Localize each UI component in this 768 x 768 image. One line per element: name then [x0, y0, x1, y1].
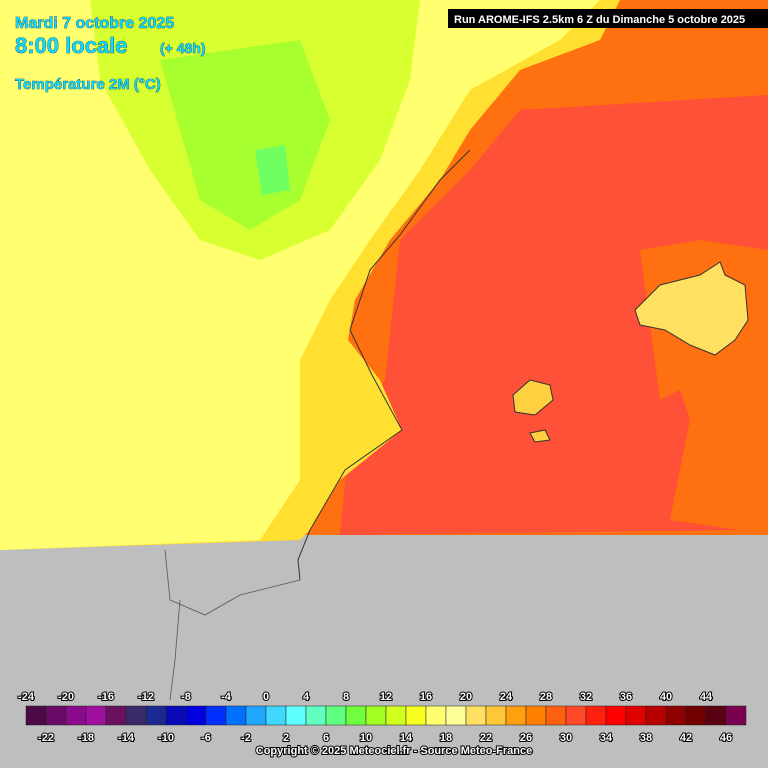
legend-label: 2 [283, 732, 289, 744]
legend-label: -6 [201, 732, 211, 744]
legend-label: 6 [323, 732, 329, 744]
legend-swatch [205, 705, 227, 726]
legend-label: 8 [343, 691, 349, 703]
legend-swatch [565, 705, 587, 726]
legend-swatch [245, 705, 267, 726]
legend-swatch [725, 705, 747, 726]
legend-label: -2 [241, 732, 251, 744]
legend-swatch [285, 705, 307, 726]
mallorca [634, 261, 749, 356]
legend-label: 22 [480, 732, 492, 744]
legend-label: 36 [620, 691, 632, 703]
legend-swatch [645, 705, 667, 726]
legend: -24 -20 -16 -12 -8 -4 0 4 8 12 16 20 24 28 32 36 40 44-22… [17, 690, 747, 745]
legend-swatch [505, 705, 527, 726]
legend-swatch [145, 705, 167, 726]
date: Mardi 7 octobre 2025 [15, 15, 174, 32]
legend-swatch [465, 705, 487, 726]
legend-swatch [605, 705, 627, 726]
legend-label: 20 [460, 691, 472, 703]
legend-swatch [625, 705, 647, 726]
cold-spot [255, 145, 290, 195]
copyright: Copyright © 2025 Meteociel.fr - Source M… [256, 745, 532, 757]
legend-swatch [305, 705, 327, 726]
legend-label: -16 [98, 691, 114, 703]
borders [164, 549, 301, 701]
legend-swatch [405, 705, 427, 726]
lead-time: (+ 48h) [160, 40, 206, 56]
legend-swatch [85, 705, 107, 726]
legend-label: 24 [500, 691, 513, 703]
legend-label: 12 [380, 691, 392, 703]
legend-label: 16 [420, 691, 432, 703]
legend-label: -4 [221, 691, 232, 703]
legend-swatch [485, 705, 507, 726]
legend-swatch [685, 705, 707, 726]
legend-swatch [365, 705, 387, 726]
warm-sea [340, 95, 768, 535]
legend-label: -22 [38, 732, 54, 744]
legend-label: -18 [78, 732, 94, 744]
legend-swatch [325, 705, 347, 726]
legend-swatch [25, 705, 47, 726]
legend-label: 0 [263, 691, 269, 703]
legend-swatch [425, 705, 447, 726]
legend-swatch [545, 705, 567, 726]
legend-swatch [125, 705, 147, 726]
formentera [529, 429, 551, 443]
legend-label: 46 [720, 732, 732, 744]
legend-label: 38 [640, 732, 652, 744]
legend-label: 18 [440, 732, 452, 744]
legend-swatch [165, 705, 187, 726]
legend-label: 14 [400, 732, 413, 744]
legend-swatch [385, 705, 407, 726]
legend-label: 30 [560, 732, 572, 744]
legend-label: 32 [580, 691, 592, 703]
run-box [448, 9, 768, 28]
legend-swatch [665, 705, 687, 726]
legend-label: -20 [58, 691, 74, 703]
legend-swatch [105, 705, 127, 726]
legend-swatch [45, 705, 67, 726]
legend-label: 42 [680, 732, 692, 744]
legend-label: 26 [520, 732, 532, 744]
legend-label: 44 [700, 691, 713, 703]
legend-label: -10 [158, 732, 174, 744]
legend-swatch [265, 705, 287, 726]
legend-label: 34 [600, 732, 613, 744]
legend-label: 10 [360, 732, 372, 744]
field-name: Température 2M (°C) [15, 76, 161, 93]
legend-label: -24 [18, 691, 35, 703]
legend-label: 4 [303, 691, 310, 703]
legend-label: -8 [181, 691, 191, 703]
legend-label: -14 [118, 732, 135, 744]
legend-swatch [225, 705, 247, 726]
legend-label: -12 [138, 691, 154, 703]
legend-swatch [185, 705, 207, 726]
legend-swatch [705, 705, 727, 726]
legend-swatch [585, 705, 607, 726]
legend-swatch [525, 705, 547, 726]
ibiza [512, 379, 554, 416]
legend-swatch [345, 705, 367, 726]
legend-swatch [65, 705, 87, 726]
time: 8:00 locale [15, 33, 128, 58]
legend-label: 40 [660, 691, 672, 703]
coastline [297, 149, 471, 581]
run-info: Run AROME-IFS 2.5km 6 Z du Dimanche 5 oc… [454, 14, 745, 26]
legend-swatch [445, 705, 467, 726]
legend-label: 28 [540, 691, 552, 703]
